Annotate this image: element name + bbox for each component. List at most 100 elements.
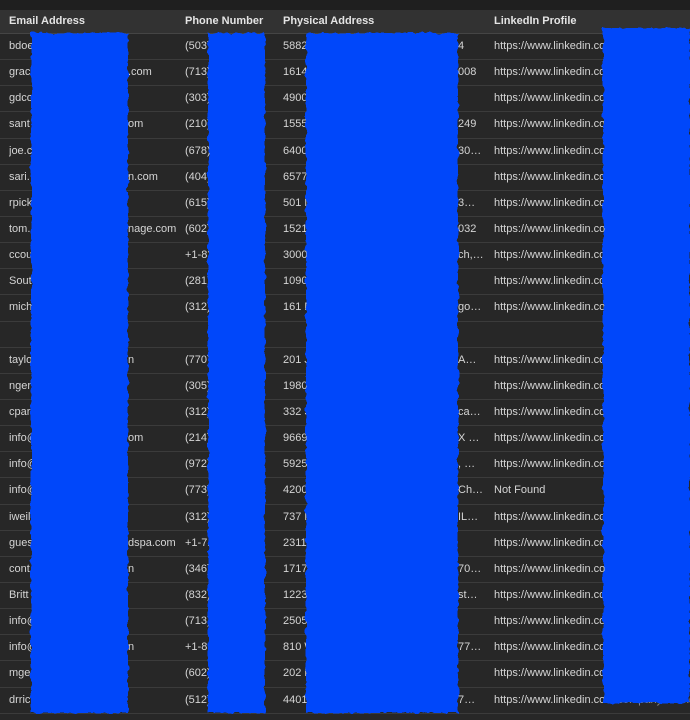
linkedin-cell: https://www.linkedin.com/ (494, 353, 618, 366)
email-cell: rpick (9, 196, 33, 209)
address-cell-tail: IL… (458, 510, 479, 523)
linkedin-cell: https://www.linkedin.com/ (494, 379, 618, 392)
table-row[interactable]: sant om (210) 15555 249 https://www.linkedin.… (0, 112, 690, 139)
address-cell-tail: 249 (458, 118, 477, 131)
email-cell: info@ (9, 641, 38, 654)
linkedin-cell: https://www.linkedin.com/ (494, 66, 618, 79)
address-cell: 2311 W (283, 536, 321, 549)
email-cell: grac (9, 66, 31, 79)
linkedin-cell: https://www.linkedin.com/ (494, 144, 618, 157)
linkedin-cell: https://www.linkedin.com/ (494, 222, 618, 235)
address-cell: 6400 (283, 144, 308, 157)
table-row[interactable]: joe.c (678) 6400 30… https://www.linkedin.co… (0, 139, 690, 165)
table-row[interactable]: Britt (832) 1223 st… https://www.linkedin.co… (0, 583, 690, 610)
phone-cell: (303) (185, 92, 211, 105)
table-row[interactable]: iweil (312) 737 N IL… https://www.linkedin.c… (0, 505, 690, 531)
table-row[interactable]: cpar (312) 332 S ca… https://www.linkedin.co… (0, 400, 690, 427)
address-cell: 5882 (283, 40, 308, 52)
address-cell-tail: 30… (458, 144, 482, 157)
column-header-physical-address[interactable]: Physical Address (283, 15, 375, 27)
table-row[interactable]: Sout (281) 10903 https://www.linkedin.com/ (0, 269, 690, 296)
phone-cell: +1-71 (185, 536, 214, 549)
column-header-linkedin-profile[interactable]: LinkedIn Profile (494, 15, 577, 27)
table-row[interactable] (0, 322, 690, 348)
phone-cell: (404) (185, 170, 211, 183)
address-cell-tail: 70… (458, 562, 482, 575)
phone-cell: (773) (185, 484, 211, 497)
email-cell-tail: n (128, 562, 135, 575)
table-row[interactable]: info@ (972) 5925 , … https://www.linkedin.co… (0, 452, 690, 479)
table-row[interactable]: info@ om (214) 9669 X … https://www.linkedin.… (0, 426, 690, 453)
table-row[interactable]: ccou +1-83 3000 ch,… https://www.linkedin.co… (0, 243, 690, 270)
email-cell: bdoe (9, 40, 34, 52)
email-cell: info@ (9, 458, 38, 471)
table-row[interactable]: cont n (346) 1717 W 70… https://www.linkedin.… (0, 557, 690, 583)
table-row[interactable]: taylo n (770) 201 J A… https://www.linkedin.c… (0, 348, 690, 374)
table-row[interactable]: info@ n +1-83 810 W 77… https://www.linkedin.… (0, 635, 690, 662)
email-cell-tail: om (128, 432, 144, 445)
address-cell: 4900 (283, 92, 308, 105)
address-cell: 202 E (283, 667, 312, 680)
table-row[interactable]: bdoe (503) 5882 4 https://www.linkedin.com/ (0, 34, 690, 61)
address-cell: 6577 (283, 170, 308, 183)
address-cell-tail: ca… (458, 405, 481, 418)
table-row[interactable]: tom. nage.com (602) 15219 032 https://www.lin… (0, 217, 690, 244)
address-cell-tail: , … (458, 458, 476, 471)
phone-cell: (346) (185, 562, 211, 575)
table-row[interactable]: mge (602) 202 E https://www.linkedin.com/ (0, 661, 690, 688)
email-cell: Britt (9, 588, 29, 601)
address-cell: 161 N (283, 301, 313, 314)
table-row[interactable]: info@ (713) 2505 https://www.linkedin.com/ (0, 609, 690, 636)
address-cell-tail: 7… (458, 693, 476, 706)
email-cell: info@ (9, 432, 38, 445)
phone-cell: (214) (185, 432, 211, 445)
linkedin-cell: https://www.linkedin.com/ (494, 458, 618, 471)
address-cell: 1717 W (283, 562, 321, 575)
linkedin-cell: https://www.linkedin.com/ (494, 301, 618, 314)
address-cell: 332 S (283, 405, 312, 418)
address-cell-tail: st… (458, 588, 478, 601)
email-cell: joe.c (9, 144, 33, 157)
address-cell: 2505 (283, 615, 308, 628)
phone-cell: (312) (185, 510, 211, 523)
email-cell: sari. (9, 170, 30, 183)
address-cell: 1223 (283, 588, 308, 601)
phone-cell: (832) (185, 588, 211, 601)
table-row[interactable]: drric (512) 4401 7… https://www.linkedin.com… (0, 688, 690, 714)
address-cell: 5925 (283, 458, 308, 471)
address-cell: 810 W (283, 641, 315, 654)
table-row[interactable]: gdco (303) 4900 https://www.linkedin.com/ (0, 86, 690, 113)
phone-cell: (615) (185, 196, 211, 209)
address-cell: 1614 W (283, 66, 321, 79)
email-cell-tail: dspa.com (128, 536, 176, 549)
linkedin-cell: https://www.linkedin.com/ (494, 536, 618, 549)
linkedin-cell: https://www.linkedin.com/ (494, 40, 618, 52)
address-cell-tail: 032 (458, 222, 477, 235)
linkedin-cell: https://www.linkedin.com/ (494, 432, 618, 445)
email-cell: sant (9, 118, 30, 131)
table-row[interactable]: gues dspa.com +1-71 2311 W https://www.linke… (0, 531, 690, 557)
column-header-phone-number[interactable]: Phone Number (185, 15, 264, 27)
email-cell: mich (9, 301, 33, 314)
phone-cell: (305) (185, 379, 211, 392)
table-row[interactable]: nger (305) 1980 https://www.linkedin.com/ (0, 374, 690, 400)
linkedin-cell: https://www.linkedin.com/ (494, 196, 618, 209)
table-row[interactable]: sari. n.com (404) 6577 https://www.linkedin.… (0, 165, 690, 191)
address-cell-tail: X … (458, 432, 480, 445)
email-cell: Sout (9, 275, 32, 288)
column-header-email-address[interactable]: Email Address (9, 15, 86, 27)
table-row[interactable]: info@ (773) 4200 Ch… Not Found (0, 478, 690, 505)
table-row[interactable]: rpick (615) 501 M 3… https://www.linkedin.co… (0, 191, 690, 217)
address-cell-tail: 008 (458, 66, 477, 79)
linkedin-cell: https://www.linkedin.com/ (494, 405, 618, 418)
email-cell: gdco (9, 92, 33, 105)
email-cell: cont (9, 562, 30, 575)
address-cell-tail: go… (458, 301, 482, 314)
linkedin-cell: https://www.linkedin.com/ (494, 667, 618, 680)
phone-cell: (602) (185, 667, 211, 680)
table-row[interactable]: mich (312) 161 N go… https://www.linkedin.co… (0, 295, 690, 322)
email-cell-tail: n.com (128, 170, 158, 183)
table-row[interactable]: grac .com (713) 1614 W 008 https://www.linked… (0, 60, 690, 87)
address-cell-tail: A… (458, 353, 477, 366)
